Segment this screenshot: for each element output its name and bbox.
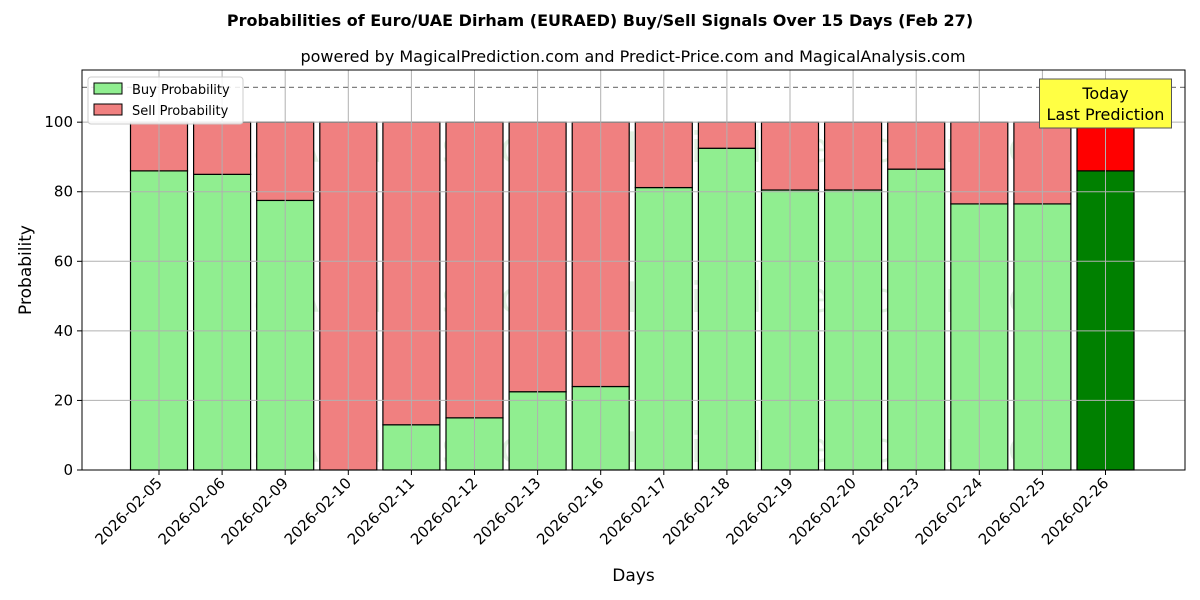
x-axis-label: Days bbox=[612, 566, 655, 586]
plot-area: MagicalAnalysis.comMagicalPrediction.com… bbox=[16, 69, 1186, 586]
x-tick-label: 2026-02-24 bbox=[912, 474, 986, 548]
x-tick-label: 2026-02-10 bbox=[281, 474, 355, 548]
x-tick-label: 2026-02-09 bbox=[218, 474, 292, 548]
x-tick-label: 2026-02-26 bbox=[1038, 474, 1112, 548]
legend-swatch-sell bbox=[93, 103, 123, 116]
x-tick-label: 2026-02-19 bbox=[722, 474, 796, 548]
x-tick-label: 2026-02-11 bbox=[344, 474, 418, 548]
legend-swatch-buy bbox=[93, 82, 123, 95]
legend-box bbox=[87, 76, 244, 125]
x-tick-label: 2026-02-25 bbox=[975, 474, 1049, 548]
y-tick-label: 20 bbox=[54, 391, 73, 409]
annotation-box bbox=[1039, 78, 1172, 129]
x-tick-label: 2026-02-12 bbox=[407, 474, 481, 548]
x-tick-label: 2026-02-23 bbox=[849, 474, 923, 548]
chart-subtitle: powered by MagicalPrediction.com and Pre… bbox=[300, 47, 965, 66]
x-tick-label: 2026-02-20 bbox=[786, 474, 860, 548]
x-tick-label: 2026-02-17 bbox=[596, 474, 670, 548]
x-tick-label: 2026-02-18 bbox=[659, 474, 733, 548]
annotation-text: Last Prediction bbox=[1047, 105, 1165, 124]
x-tick-label: 2026-02-16 bbox=[533, 474, 607, 548]
y-tick-label: 40 bbox=[54, 322, 73, 340]
y-tick-label: 0 bbox=[63, 461, 73, 479]
legend-label-sell: Sell Probability bbox=[132, 104, 229, 119]
plot-frame bbox=[81, 69, 1186, 471]
x-tick-label: 2026-02-13 bbox=[470, 474, 544, 548]
annotation-text: Today bbox=[1081, 84, 1128, 103]
x-tick-label: 2026-02-06 bbox=[155, 474, 229, 548]
chart-title: Probabilities of Euro/UAE Dirham (EURAED… bbox=[227, 11, 973, 30]
x-tick-label: 2026-02-05 bbox=[91, 474, 165, 548]
legend-label-buy: Buy Probability bbox=[132, 83, 230, 98]
y-tick-label: 60 bbox=[54, 252, 73, 270]
y-tick-label: 100 bbox=[44, 113, 73, 131]
y-axis-label: Probability bbox=[16, 225, 36, 315]
y-tick-label: 80 bbox=[54, 183, 73, 201]
